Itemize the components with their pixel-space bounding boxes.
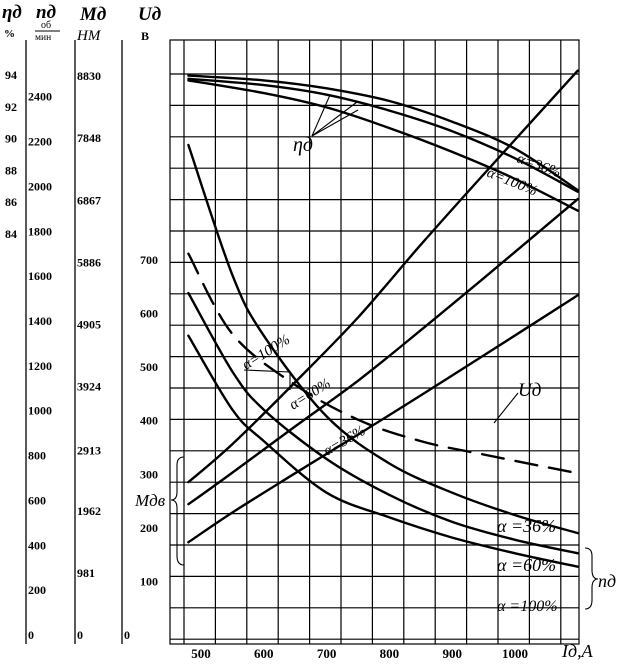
series-line-eta-36--0 [187,74,579,192]
u-axis-unit: В [141,29,149,43]
series-line-m-36--5 [187,294,579,544]
n-axis-symbol: nд [36,2,56,23]
n-tick-label: 2200 [28,135,52,149]
m-tick-label: 981 [77,566,95,580]
x-tick-label: 1000 [502,646,528,661]
x-axis-label: Iд,А [561,641,594,661]
n-tick-label: 200 [28,583,46,597]
plot-grid [169,39,580,645]
n-tick-label: 400 [28,538,46,552]
x-tick-label: 700 [317,646,337,661]
series-line-m-100--3 [187,69,579,484]
u-tick-label: 300 [140,467,158,481]
n-group-label: nд [598,571,616,591]
m-tick-label: 2913 [77,444,101,458]
m-36-label: α=36% [321,423,368,460]
x-tick-label: 800 [380,646,400,661]
series-line-n-36--7 [187,143,579,535]
n-tick-label: 1200 [28,359,52,373]
annotations [170,94,599,610]
n-tick-label: 1400 [28,314,52,328]
series-line-n-60--8 [187,291,579,555]
m-tick-label: 3924 [77,380,101,394]
m-group-label: Mдв [134,491,166,510]
m-tick-label: 6867 [77,193,101,207]
m-tick-label: 1962 [77,504,101,518]
u-tick-label: 600 [140,307,158,321]
u-tick-label: 400 [140,414,158,428]
u-tick-label: 500 [140,360,158,374]
eta-tick-label: 92 [5,100,17,114]
eta-tick-label: 84 [5,227,17,241]
x-tick-label: 900 [442,646,462,661]
tick-labels: 8486889092940200400600800100012001400160… [5,68,528,661]
x-tick-label: 500 [191,646,211,661]
u-tick-label: 200 [140,521,158,535]
eta-axis-symbol: ηд [2,2,22,23]
u-tick-label: 700 [140,253,158,267]
eta-tick-label: 90 [5,132,17,146]
n-tick-label: 800 [28,449,46,463]
u-tick-label: 100 [140,574,158,588]
u-tick-label: 0 [124,628,130,642]
n-tick-label: 1000 [28,404,52,418]
series-line-eta-curve-2 [187,79,579,212]
m-tick-label: 5886 [77,255,101,269]
m-tick-label: 8830 [77,69,101,83]
n-tick-label: 2000 [28,179,52,193]
scale-separators [25,40,123,644]
n-tick-label: 600 [28,493,46,507]
n-axis-unit-numerator: об [41,20,51,31]
n-100-label: α =100% [497,598,558,615]
series-line-u-u--6 [187,252,579,475]
n-60-label: α =60% [497,555,556,575]
eta-curve-label: ηд [293,134,313,156]
m-tick-label: 0 [77,628,83,642]
n-36-label: α =36% [497,516,556,536]
x-tick-label: 600 [254,646,274,661]
eta-tick-label: 94 [5,68,17,82]
data-curves [187,69,579,568]
eta-tick-label: 86 [5,195,17,209]
eta-axis-unit: % [4,28,15,40]
series-line-eta-100--1 [187,77,579,193]
series-line-n-100--9 [187,334,579,568]
eta-tick-label: 88 [5,163,17,177]
m-axis-unit: НМ [76,28,102,44]
series-line-m-60--4 [187,197,579,506]
n-tick-label: 2400 [28,90,52,104]
n-tick-label: 1800 [28,224,52,238]
m-axis-symbol: Mд [79,4,106,25]
n-axis-unit-denominator: мин [35,33,51,43]
u-axis-symbol: Uд [138,4,161,25]
u-curve-label: Uд [518,380,541,401]
m-tick-label: 4905 [77,318,101,332]
m-tick-label: 7848 [77,131,101,145]
n-tick-label: 0 [28,628,34,642]
n-tick-label: 1600 [28,269,52,283]
